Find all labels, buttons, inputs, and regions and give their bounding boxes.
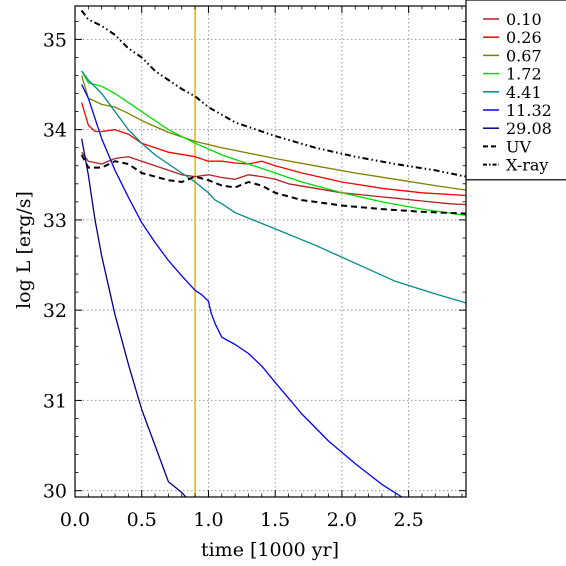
- legend-label: 1.72: [506, 65, 542, 84]
- series-line-1-72: [81, 70, 466, 217]
- y-tick-labels: 30 31 32 33 34 35: [43, 29, 67, 502]
- y-axis-label: log L [erg/s]: [13, 191, 35, 309]
- legend-label: 0.10: [506, 10, 542, 29]
- x-tick-labels: 0.0 0.5 1.0 1.5 2.0 2.5: [60, 509, 424, 531]
- legend-label: UV: [506, 137, 531, 156]
- plot-frame: [74, 5, 467, 498]
- x-tick-label: 1.5: [260, 509, 290, 531]
- legend-box: [465, 0, 566, 181]
- x-tick-label: 0.5: [127, 509, 157, 531]
- legend-label: 4.41: [506, 83, 542, 102]
- series-line-x-ray: [80, 9, 466, 178]
- legend-label: 0.67: [506, 46, 542, 65]
- series-line-0-26: [81, 102, 466, 197]
- x-tick-label: 0.0: [60, 509, 90, 531]
- legend-label: 11.32: [506, 101, 552, 120]
- legend-label: 0.26: [506, 28, 542, 47]
- legend-label: 29.08: [506, 119, 552, 138]
- x-tick-label: 2.0: [327, 509, 357, 531]
- series-line-uv: [80, 154, 466, 215]
- x-tick-label: 1.0: [193, 509, 223, 531]
- x-tick-label: 2.5: [394, 509, 424, 531]
- series-line-0-10: [81, 151, 466, 206]
- y-tick-label: 32: [43, 300, 67, 322]
- series-line-0-67: [81, 75, 466, 191]
- axis-ticks: [74, 6, 466, 497]
- y-tick-label: 31: [43, 390, 67, 412]
- series-lines: [80, 9, 466, 497]
- legend-label: X-ray: [506, 156, 548, 175]
- x-axis-label: time [1000 yr]: [201, 539, 339, 561]
- y-tick-label: 35: [43, 29, 67, 51]
- series-line-4-41: [81, 70, 466, 304]
- series-line-11-32: [81, 84, 403, 497]
- y-tick-label: 34: [43, 120, 67, 142]
- series-line-29-08: [81, 138, 187, 497]
- y-tick-label: 30: [43, 481, 67, 503]
- plot-background: [75, 6, 466, 497]
- y-tick-label: 33: [43, 210, 67, 232]
